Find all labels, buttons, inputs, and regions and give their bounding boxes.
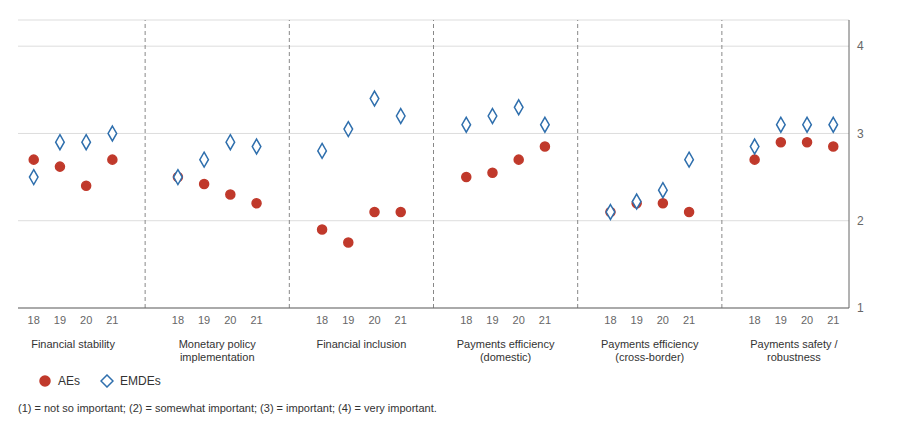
svg-text:Financial inclusion: Financial inclusion xyxy=(316,338,406,350)
svg-text:18: 18 xyxy=(172,314,184,326)
svg-text:Financial stability: Financial stability xyxy=(31,338,115,350)
svg-text:19: 19 xyxy=(775,314,787,326)
html-text:(1) = not so important; (2) =: (1) = not so important; (2) = somewhat i… xyxy=(18,402,437,414)
svg-text:2: 2 xyxy=(857,214,864,228)
svg-text:Payments efficiency(cross-bord: Payments efficiency(cross-border) xyxy=(601,338,699,363)
svg-text:Payments efficiency(domestic): Payments efficiency(domestic) xyxy=(457,338,555,363)
svg-text:20: 20 xyxy=(80,314,92,326)
html-text:AEs: AEs xyxy=(58,374,80,388)
svg-text:21: 21 xyxy=(106,314,118,326)
svg-text:Monetary policyimplementation: Monetary policyimplementation xyxy=(179,338,257,363)
svg-text:20: 20 xyxy=(368,314,380,326)
svg-text:19: 19 xyxy=(54,314,66,326)
svg-text:18: 18 xyxy=(28,314,40,326)
svg-text:4: 4 xyxy=(857,39,864,53)
html-text:EMDEs: EMDEs xyxy=(120,374,161,388)
svg-text:18: 18 xyxy=(460,314,472,326)
svg-text:3: 3 xyxy=(857,127,864,141)
svg-text:20: 20 xyxy=(224,314,236,326)
svg-text:20: 20 xyxy=(513,314,525,326)
svg-text:20: 20 xyxy=(657,314,669,326)
svg-text:20: 20 xyxy=(801,314,813,326)
svg-text:18: 18 xyxy=(604,314,616,326)
svg-text:21: 21 xyxy=(539,314,551,326)
svg-text:18: 18 xyxy=(749,314,761,326)
svg-text:Payments safety /robustness: Payments safety /robustness xyxy=(750,338,838,363)
svg-text:19: 19 xyxy=(631,314,643,326)
svg-text:19: 19 xyxy=(198,314,210,326)
svg-text:19: 19 xyxy=(342,314,354,326)
svg-text:21: 21 xyxy=(250,314,262,326)
svg-text:19: 19 xyxy=(486,314,498,326)
svg-text:21: 21 xyxy=(683,314,695,326)
svg-text:21: 21 xyxy=(395,314,407,326)
svg-text:18: 18 xyxy=(316,314,328,326)
svg-text:1: 1 xyxy=(857,301,864,315)
svg-text:21: 21 xyxy=(827,314,839,326)
